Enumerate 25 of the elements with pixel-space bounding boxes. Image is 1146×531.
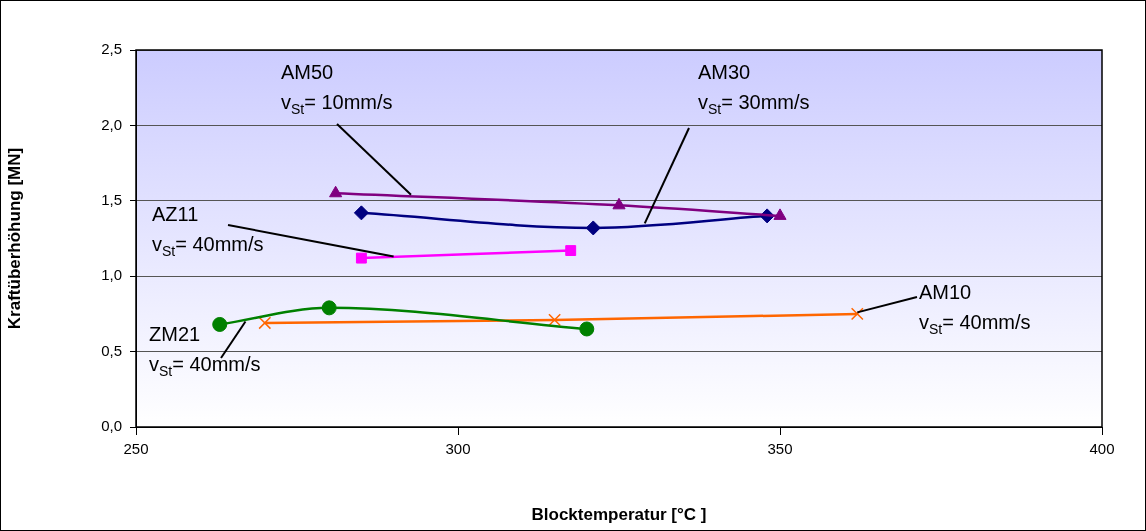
x-tick-label: 300	[445, 440, 471, 458]
x-axis-title: Blocktemperatur [°C ]	[531, 505, 707, 525]
x-tick-label: 350	[767, 440, 793, 458]
x-tick-label: 400	[1089, 440, 1115, 458]
point	[355, 252, 367, 264]
y-tick-label: 2,5	[101, 40, 122, 58]
point	[585, 220, 601, 236]
point	[565, 245, 577, 257]
y-tick-label: 0,0	[101, 417, 122, 435]
y-tick-label: 0,5	[101, 341, 122, 359]
point	[612, 197, 626, 210]
x-tick-label: 250	[123, 440, 149, 458]
point	[212, 316, 228, 332]
point	[548, 313, 562, 327]
point	[850, 307, 864, 321]
y-tick-label: 1,5	[101, 190, 122, 208]
y-axis-title: Kraftüberhöhung [MN]	[4, 147, 24, 330]
point	[329, 185, 343, 198]
y-tick-label: 2,0	[101, 115, 122, 133]
y-tick-label: 1,0	[101, 266, 122, 284]
point	[258, 316, 272, 330]
point	[353, 205, 369, 221]
point	[773, 208, 787, 220]
point	[321, 300, 337, 316]
point	[579, 321, 595, 337]
